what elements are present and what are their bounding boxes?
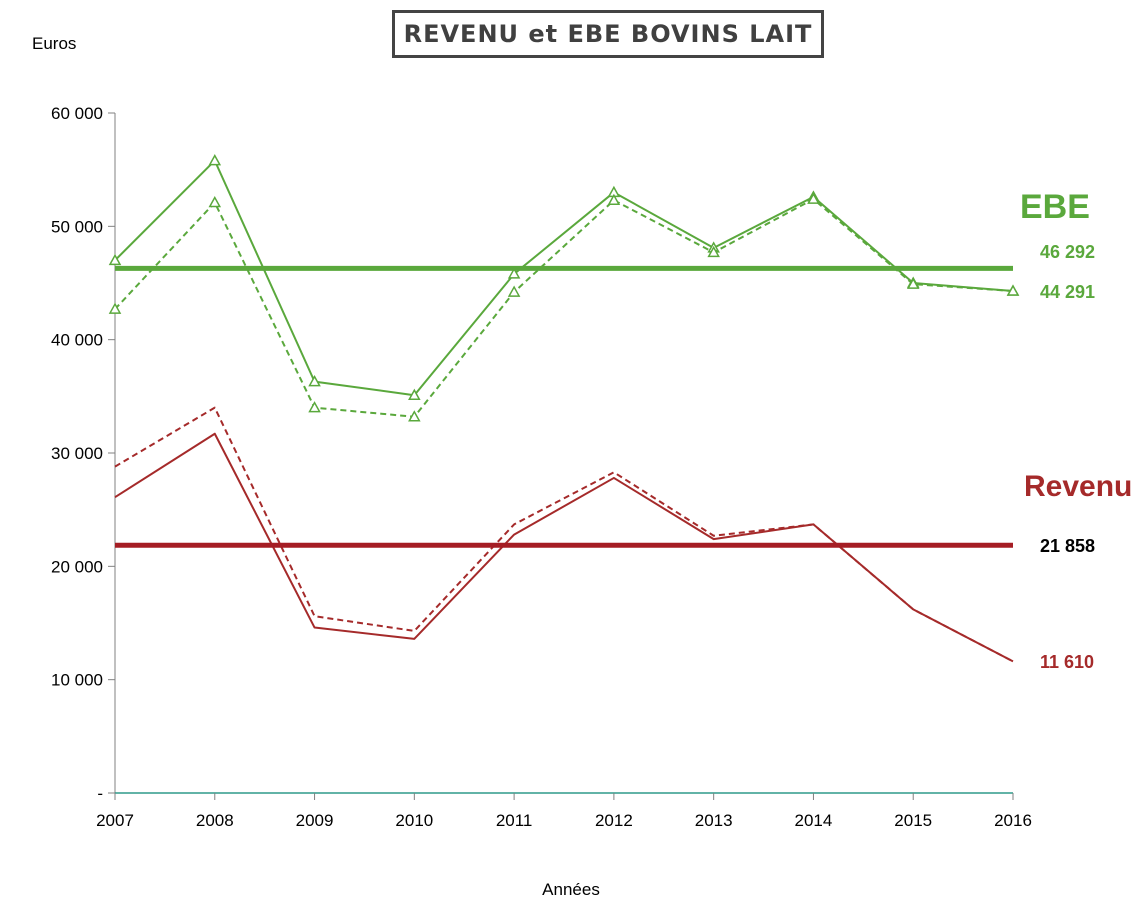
y-tick-label: 20 000 <box>51 557 103 576</box>
ebe-dashed-marker <box>1006 284 1020 296</box>
ebe-dashed-marker <box>408 410 421 422</box>
x-tick-label: 2012 <box>595 811 633 830</box>
y-tick-label: 30 000 <box>51 444 103 463</box>
ebe-solid-marker <box>308 375 321 387</box>
ebe-dashed-marker <box>906 277 920 289</box>
y-tick-label: 40 000 <box>51 331 103 350</box>
y-axis-label: Euros <box>32 34 77 53</box>
ebe-solid-marker <box>208 154 222 166</box>
ebe-dashed-line <box>114 198 1014 418</box>
x-tick-label: 2010 <box>395 811 433 830</box>
ebe-solid-marker <box>108 253 122 266</box>
x-tick-label: 2011 <box>496 811 533 830</box>
y-tick-label: 50 000 <box>51 217 103 236</box>
y-tick-label: - <box>97 784 103 803</box>
ebe-dashed-marker <box>208 195 222 208</box>
revenu-dashed-line <box>114 406 1014 663</box>
ebe-dashed-marker <box>308 401 321 413</box>
ebe-dashed-marker <box>108 302 122 314</box>
ebe-dashed-marker <box>507 285 521 297</box>
x-tick-label: 2013 <box>695 811 733 830</box>
x-tick-label: 2007 <box>96 811 134 830</box>
ebe-solid-marker <box>507 267 521 279</box>
x-tick-label: 2008 <box>196 811 234 830</box>
ebe-dashed-marker <box>807 192 820 204</box>
x-tick-label: 2014 <box>795 811 833 830</box>
revenu-last-value-label: 11 610 <box>1040 652 1095 672</box>
revenu-group-label: Revenu <box>1024 470 1133 503</box>
ebe-dashed-marker <box>707 245 720 258</box>
x-axis-label: Années <box>542 880 600 899</box>
x-tick-label: 2015 <box>894 811 932 830</box>
ebe-mean-value-label: 46 292 <box>1040 242 1096 262</box>
revenu-mean-value-label: 21 858 <box>1040 536 1096 556</box>
y-tick-label: 10 000 <box>51 671 103 690</box>
ebe-group-label: EBE <box>1020 188 1090 226</box>
ebe-solid-marker <box>408 388 421 400</box>
chart-title: REVENU et EBE BOVINS LAIT <box>392 10 824 58</box>
x-tick-label: 2016 <box>994 811 1032 830</box>
ebe-solid-line <box>114 159 1014 397</box>
ebe-dashed-marker <box>607 193 621 206</box>
x-tick-label: 2009 <box>296 811 334 830</box>
ebe-last-value-label: 44 291 <box>1040 282 1096 302</box>
y-tick-label: 60 000 <box>51 104 103 123</box>
